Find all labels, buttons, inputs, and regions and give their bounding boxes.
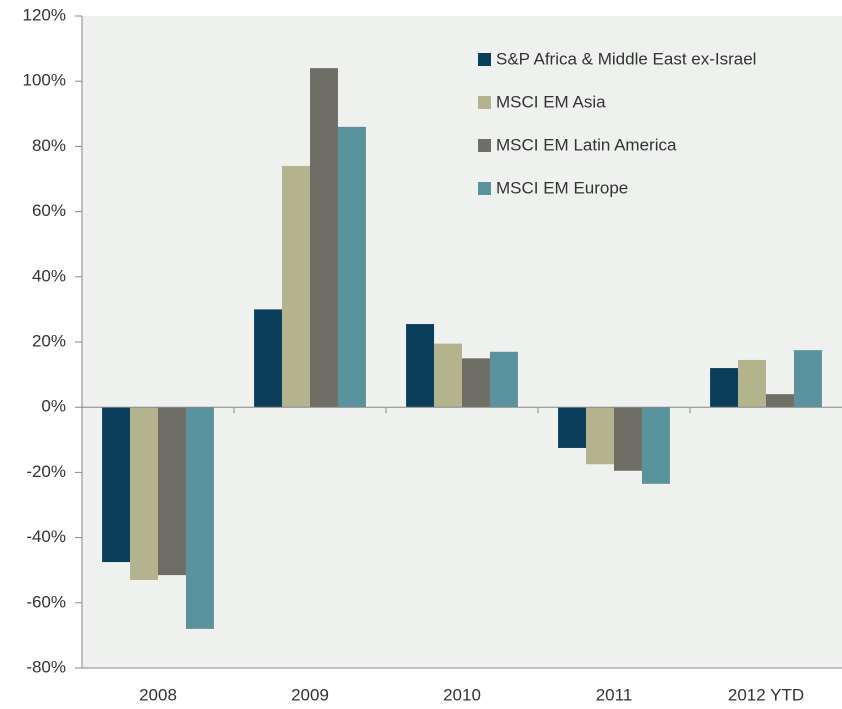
bar	[489, 351, 518, 408]
bar	[310, 68, 338, 408]
y-tick-label: -40%	[26, 527, 66, 546]
bar	[586, 407, 614, 465]
legend-swatch	[478, 53, 491, 66]
legend-label: MSCI EM Latin America	[496, 135, 677, 154]
y-tick-label: 80%	[32, 136, 66, 155]
bar	[282, 165, 310, 408]
y-tick-label: 20%	[32, 331, 66, 350]
bar	[558, 407, 587, 448]
bar	[185, 407, 214, 629]
legend-swatch	[478, 96, 491, 109]
bar	[641, 407, 670, 484]
bar	[337, 126, 366, 408]
x-tick-label: 2008	[139, 685, 177, 704]
bar	[406, 324, 435, 408]
legend-label: S&P Africa & Middle East ex-Israel	[496, 49, 756, 68]
y-tick-label: 120%	[23, 5, 66, 24]
y-tick-label: 0%	[41, 397, 66, 416]
bar	[254, 309, 283, 408]
bar	[614, 407, 642, 471]
bar	[434, 343, 462, 408]
legend-label: MSCI EM Europe	[496, 178, 628, 197]
bar	[793, 350, 822, 408]
bar	[462, 358, 490, 408]
x-tick-label: 2011	[596, 685, 633, 704]
y-tick-label: -60%	[26, 592, 66, 611]
bar	[158, 407, 186, 576]
x-tick-label: 2009	[291, 685, 329, 704]
bar	[738, 359, 766, 408]
y-tick-label: 40%	[32, 266, 66, 285]
x-tick-label: 2010	[443, 685, 481, 704]
y-tick-label: 100%	[23, 71, 66, 90]
bar	[102, 407, 131, 563]
legend-swatch	[478, 139, 491, 152]
x-tick-label: 2012 YTD	[728, 685, 804, 704]
y-tick-label: -80%	[26, 657, 66, 676]
bar	[710, 368, 739, 408]
y-tick-label: -20%	[26, 462, 66, 481]
legend-label: MSCI EM Asia	[496, 92, 606, 111]
bar	[130, 407, 158, 580]
legend-swatch	[478, 182, 491, 195]
bar	[766, 394, 794, 408]
y-tick-label: 60%	[32, 201, 66, 220]
